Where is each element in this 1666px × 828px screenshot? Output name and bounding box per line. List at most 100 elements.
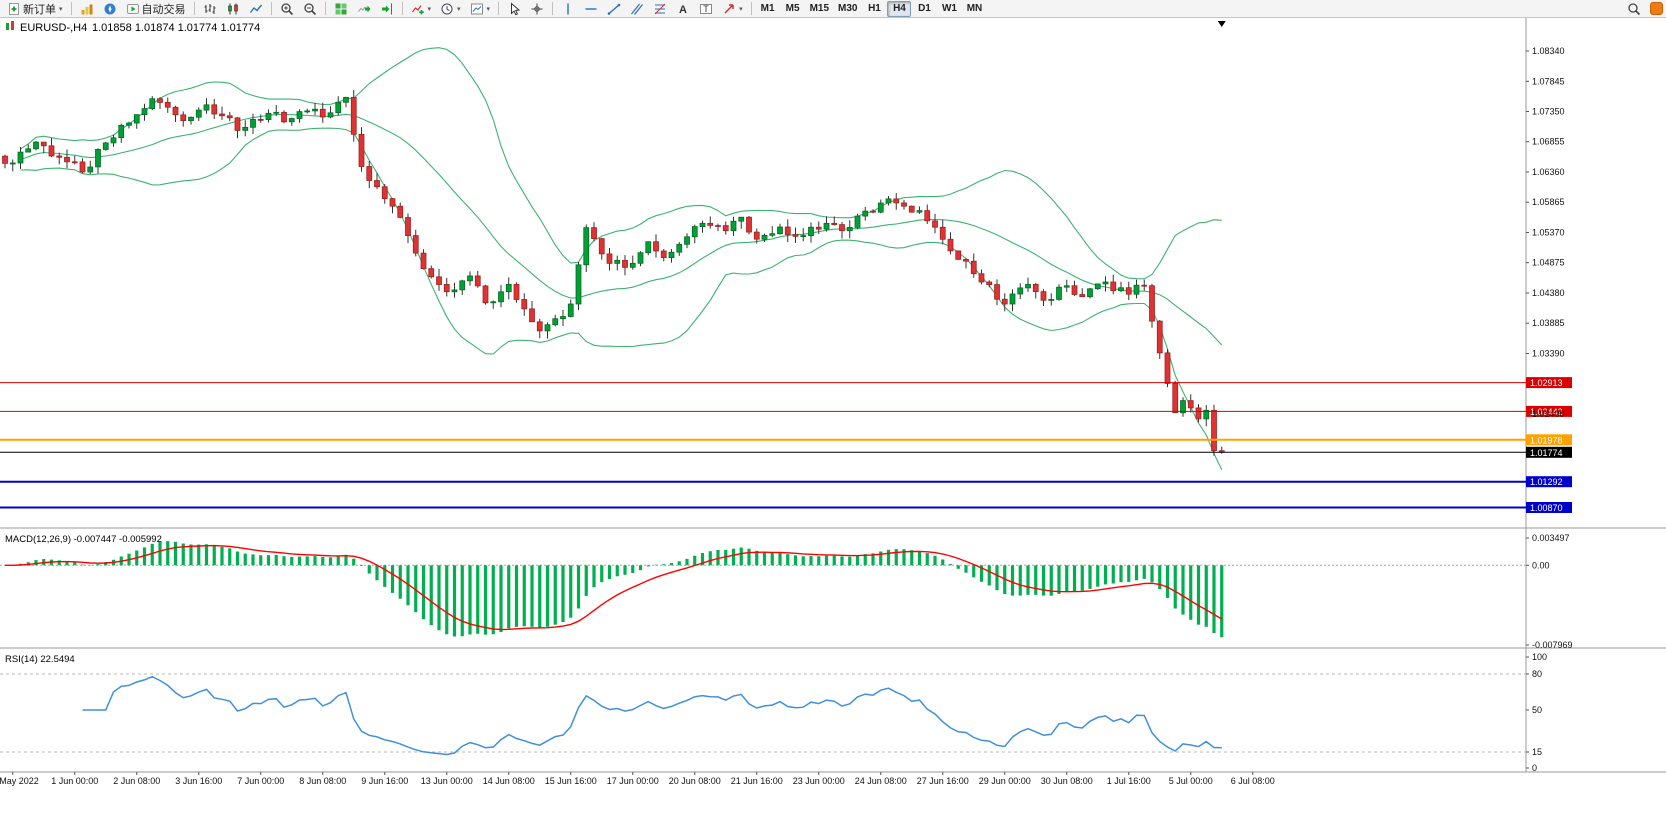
search-button[interactable] xyxy=(1623,1,1645,17)
toolbar-separator xyxy=(270,2,272,15)
svg-text:14 Jun 08:00: 14 Jun 08:00 xyxy=(483,776,535,786)
svg-text:1.06360: 1.06360 xyxy=(1532,167,1565,177)
indicators-button[interactable]: ▾ xyxy=(407,1,436,17)
svg-text:80: 80 xyxy=(1532,669,1542,679)
svg-text:1.07845: 1.07845 xyxy=(1532,76,1565,86)
templates-icon xyxy=(470,3,483,14)
candlestick-chart-button[interactable] xyxy=(222,1,244,17)
cursor-icon xyxy=(511,2,521,15)
trendline-button[interactable] xyxy=(603,1,625,17)
auto-trading-button[interactable]: 自动交易 xyxy=(122,1,190,17)
horizontal-line-button[interactable] xyxy=(580,1,602,17)
line-chart-button[interactable] xyxy=(245,1,267,17)
svg-text:1.02442: 1.02442 xyxy=(1530,407,1563,417)
price-axis[interactable]: 1.08340 1.07845 1.07350 1.06855 1.06360 1.058… xyxy=(1526,46,1573,773)
auto-trading-label: 自动交易 xyxy=(141,3,186,16)
timeframe-button-m30[interactable]: M30 xyxy=(834,1,861,17)
text-label-button[interactable]: T xyxy=(695,1,717,17)
fibonacci-button[interactable] xyxy=(649,1,671,17)
svg-text:30 Jun 08:00: 30 Jun 08:00 xyxy=(1041,776,1093,786)
svg-text:3 Jun 16:00: 3 Jun 16:00 xyxy=(175,776,222,786)
line-chart-icon xyxy=(249,4,262,13)
panel-borders xyxy=(0,18,1666,773)
bollinger-bands xyxy=(20,47,1223,470)
svg-text:1.01774: 1.01774 xyxy=(1530,448,1563,458)
candlestick-chart-icon xyxy=(227,3,238,14)
svg-text:-0.007969: -0.007969 xyxy=(1532,640,1573,650)
timeframe-button-m15[interactable]: M15 xyxy=(806,1,833,17)
vertical-line-button[interactable] xyxy=(557,1,579,17)
timeframe-button-m1[interactable]: M1 xyxy=(756,1,780,17)
svg-text:8 Jun 08:00: 8 Jun 08:00 xyxy=(299,776,346,786)
timeframe-button-h4[interactable]: H4 xyxy=(887,0,912,17)
market-watch-icon xyxy=(81,4,93,14)
macd-indicator xyxy=(0,541,1526,638)
chart-canvas[interactable]: 1.02913 1.02442 1.01978 1.01774 1.01292 1.008… xyxy=(0,18,1666,828)
periods-clock-icon xyxy=(441,3,453,14)
navigator-button[interactable] xyxy=(99,1,121,17)
svg-text:1.01292: 1.01292 xyxy=(1530,477,1563,487)
tile-windows-button[interactable] xyxy=(330,1,352,17)
svg-text:A: A xyxy=(679,4,687,16)
new-order-icon xyxy=(9,2,19,15)
svg-text:7 Jun 00:00: 7 Jun 00:00 xyxy=(237,776,284,786)
symbol-title: EURUSD-,H4 xyxy=(20,22,87,34)
svg-text:24 Jun 08:00: 24 Jun 08:00 xyxy=(855,776,907,786)
trendline-icon xyxy=(607,3,621,15)
templates-button[interactable]: ▾ xyxy=(466,1,495,17)
text-icon: A xyxy=(679,4,687,16)
timeframe-button-mn[interactable]: MN xyxy=(962,1,986,17)
crosshair-button[interactable] xyxy=(526,1,548,17)
chart-shift-icon xyxy=(381,3,392,14)
svg-text:1.02400: 1.02400 xyxy=(1532,409,1565,419)
tile-windows-icon xyxy=(335,3,347,14)
bar-chart-icon xyxy=(204,3,216,14)
notification-badge[interactable] xyxy=(1650,2,1663,15)
timeframe-button-m5[interactable]: M5 xyxy=(781,1,805,17)
main-toolbar: 新订单 ▾ 自动交易 xyxy=(0,0,1666,18)
auto-scroll-button[interactable] xyxy=(353,1,375,17)
toolbar-separator xyxy=(324,2,326,15)
market-watch-button[interactable] xyxy=(76,1,98,17)
svg-text:50: 50 xyxy=(1532,705,1542,715)
caret-down-icon: ▾ xyxy=(457,5,461,13)
periods-button[interactable]: ▾ xyxy=(436,1,465,17)
new-order-button[interactable]: 新订单 ▾ xyxy=(3,1,67,17)
horizontal-line-icon xyxy=(585,7,597,10)
svg-text:9 Jun 16:00: 9 Jun 16:00 xyxy=(361,776,408,786)
svg-text:1.07350: 1.07350 xyxy=(1532,107,1565,117)
timeframe-button-w1[interactable]: W1 xyxy=(937,1,961,17)
svg-text:0: 0 xyxy=(1532,763,1537,773)
chart-shift-button[interactable] xyxy=(376,1,398,17)
svg-text:21 Jun 16:00: 21 Jun 16:00 xyxy=(731,776,783,786)
zoom-in-button[interactable] xyxy=(276,1,298,17)
svg-text:6 Jul 08:00: 6 Jul 08:00 xyxy=(1231,776,1275,786)
timeframe-button-h1[interactable]: H1 xyxy=(862,1,886,17)
svg-text:15 Jun 16:00: 15 Jun 16:00 xyxy=(545,776,597,786)
cursor-button[interactable] xyxy=(503,1,525,17)
timeframe-button-d1[interactable]: D1 xyxy=(912,1,936,17)
text-button[interactable]: A xyxy=(672,1,694,17)
svg-text:30 May 2022: 30 May 2022 xyxy=(0,776,39,786)
zoom-out-button[interactable] xyxy=(299,1,321,17)
toolbar-separator xyxy=(401,2,403,15)
svg-text:17 Jun 00:00: 17 Jun 00:00 xyxy=(607,776,659,786)
svg-text:1.01978: 1.01978 xyxy=(1530,435,1563,445)
vertical-line-icon xyxy=(567,3,569,14)
time-axis[interactable]: 30 May 2022 1 Jun 00:00 2 Jun 08:00 3 Jun 1… xyxy=(0,772,1275,786)
arrows-button[interactable]: ▾ xyxy=(718,1,747,17)
candlesticks xyxy=(2,90,1225,456)
svg-text:T: T xyxy=(703,4,709,14)
svg-text:1 Jul 16:00: 1 Jul 16:00 xyxy=(1107,776,1151,786)
caret-down-icon: ▾ xyxy=(59,5,63,13)
symbol-icon xyxy=(6,21,14,30)
svg-text:1.03885: 1.03885 xyxy=(1532,318,1565,328)
bar-chart-button[interactable] xyxy=(199,1,221,17)
chart-shift-marker[interactable] xyxy=(1217,21,1226,27)
svg-text:1.00870: 1.00870 xyxy=(1530,503,1563,513)
svg-text:1.05370: 1.05370 xyxy=(1532,228,1565,238)
svg-text:0.00: 0.00 xyxy=(1532,560,1550,570)
equidistant-channel-button[interactable] xyxy=(626,1,648,17)
horizontal-lines[interactable]: 1.02913 1.02442 1.01978 1.01774 1.01292 1.008… xyxy=(0,377,1572,513)
